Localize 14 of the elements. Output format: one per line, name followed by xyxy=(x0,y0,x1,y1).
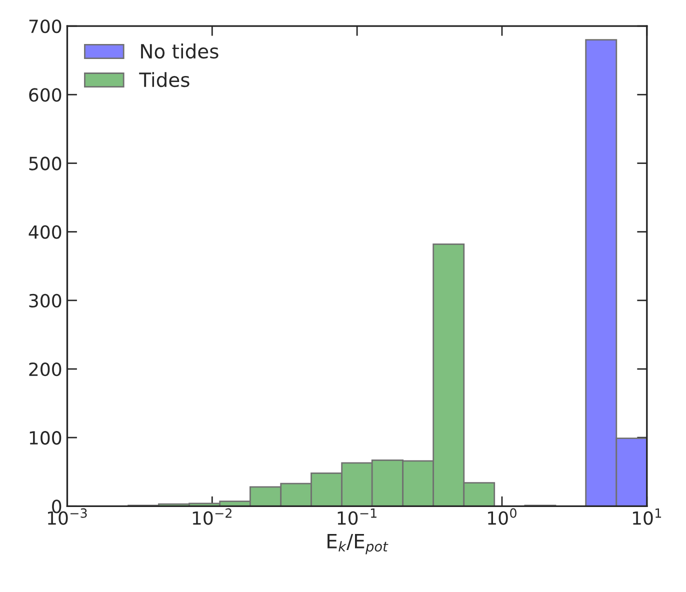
y-tick-label: 400 xyxy=(28,225,62,239)
y-tick-label: 600 xyxy=(29,88,62,102)
x-tick-label: 10$^{−1}$ xyxy=(338,508,376,525)
y-tick-label: 500 xyxy=(29,156,62,170)
x-axis-title: E$_{k}$/E$_{pot}$ xyxy=(328,534,388,554)
y-tick-label: 700 xyxy=(29,20,62,34)
x-tick-label: 10$^{0}$ xyxy=(488,508,516,525)
x-tick-label: 10$^{−2}$ xyxy=(192,508,232,525)
x-tick-label: 10$^{1}$ xyxy=(632,508,662,525)
y-tick-label: 300 xyxy=(29,294,62,308)
y-tick-label: 100 xyxy=(30,431,62,445)
legend-label: No tides xyxy=(141,44,218,59)
legend-label: Tides xyxy=(139,72,190,88)
y-tick-label: 200 xyxy=(29,362,62,376)
